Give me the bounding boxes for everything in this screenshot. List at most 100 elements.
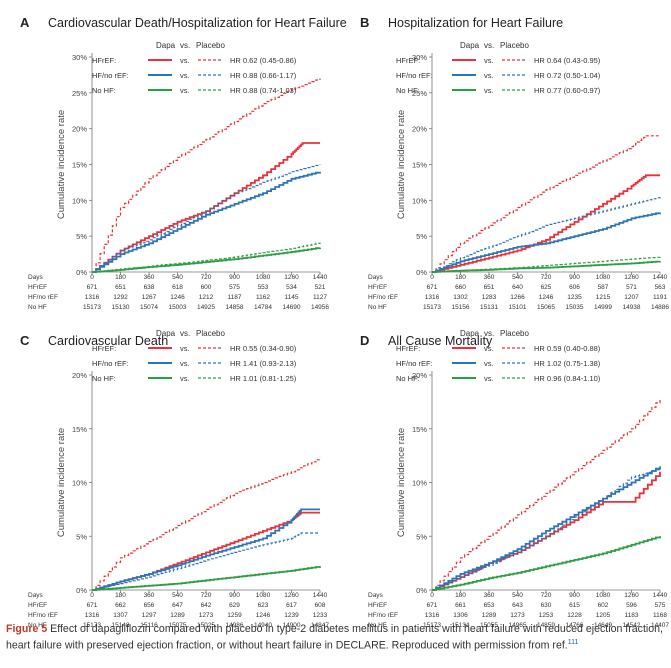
y-tick-label: 5%: [416, 532, 427, 541]
placebo-curve-hfnoref: [432, 196, 661, 273]
dapa-curve-hfnoref: [92, 508, 320, 591]
chart-d: D All Cause Mortality Cumulative incidence…: [360, 329, 669, 629]
risk-table-cell: 15130: [111, 304, 129, 311]
legend-placebo-label: Placebo: [500, 41, 529, 50]
risk-table-cell: 1260: [284, 274, 299, 281]
legend-group-label: HFrEF:: [92, 344, 116, 353]
panel-letter: D: [360, 333, 369, 348]
legend-hr: HR 0.55 (0.34-0.90): [230, 344, 297, 353]
risk-table-cell: 1306: [453, 612, 468, 619]
y-axis-label: Cumulative incidence rate: [56, 110, 67, 219]
chart-a: A Cardiovascular Death/Hospitalization fo…: [20, 15, 347, 311]
legend-dapa-label: Dapa: [460, 329, 480, 338]
y-tick-label: 5%: [76, 532, 87, 541]
risk-table-cell: 15065: [537, 304, 555, 311]
risk-table-cell: 14986: [225, 622, 243, 629]
risk-table-cell: 15116: [140, 622, 158, 629]
risk-table-cell: 15134: [451, 622, 469, 629]
risk-table-cell: 521: [315, 284, 326, 291]
risk-table-cell: 651: [484, 284, 495, 291]
chart-b: B Hospitalization for Heart Failure Cumula…: [360, 15, 669, 311]
y-tick-label: 0%: [76, 268, 87, 277]
panel-letter: A: [20, 15, 30, 30]
risk-table-cell: 1205: [596, 612, 611, 619]
legend-group-label: HF/no rEF:: [92, 71, 129, 80]
risk-table-cell: 540: [172, 592, 183, 599]
risk-table-row-label: Days: [28, 274, 44, 281]
risk-table-cell: 1235: [567, 294, 582, 301]
placebo-curve-nohf: [432, 536, 661, 591]
risk-table-cell: 1239: [284, 612, 299, 619]
placebo-curve-hfnoref: [92, 532, 320, 591]
risk-table-cell: 1440: [313, 274, 328, 281]
dapa-curve-nohf: [432, 260, 661, 273]
dapa-curve-hfnoref: [432, 212, 661, 273]
legend-dapa-label: Dapa: [156, 41, 176, 50]
risk-table-cell: 14940: [254, 622, 272, 629]
panel-b: B Hospitalization for Heart Failure Cumula…: [340, 0, 670, 318]
risk-table-cell: 14649: [594, 622, 612, 629]
legend-vs: vs.: [484, 56, 494, 65]
risk-table-cell: 640: [512, 284, 523, 291]
risk-table-cell: 1253: [539, 612, 554, 619]
risk-table-cell: 15173: [423, 304, 441, 311]
legend-vs: vs.: [484, 344, 494, 353]
legend-hr: HR 0.96 (0.84-1.10): [534, 374, 601, 383]
risk-table-row-label: HF/no rEF: [368, 294, 398, 301]
risk-table-cell: 1212: [199, 294, 214, 301]
risk-table-cell: 660: [455, 284, 466, 291]
risk-table-cell: 642: [201, 602, 212, 609]
dapa-curve-hfref: [92, 511, 320, 591]
legend-hr: HR 0.77 (0.60-0.97): [534, 86, 601, 95]
risk-table-cell: 900: [569, 592, 580, 599]
legend-vs: vs.: [180, 86, 190, 95]
risk-table-cell: 15173: [83, 622, 101, 629]
risk-table-cell: 540: [172, 274, 183, 281]
risk-table-cell: 1187: [228, 294, 242, 301]
panel-a: A Cardiovascular Death/Hospitalization fo…: [0, 0, 347, 318]
legend-group-label: HF/no rEF:: [396, 71, 433, 80]
risk-table-row-label: Days: [368, 274, 384, 281]
risk-table-cell: 1228: [567, 612, 582, 619]
risk-table-cell: 1233: [313, 612, 328, 619]
risk-table-cell: 1260: [624, 592, 639, 599]
risk-table-cell: 15003: [168, 304, 186, 311]
dapa-curve-hfref: [432, 174, 660, 273]
risk-table-row-label: No HF: [368, 622, 387, 629]
risk-table-cell: 1297: [142, 612, 157, 619]
risk-table-cell: 606: [569, 284, 580, 291]
risk-table-cell: 14938: [622, 304, 640, 311]
risk-table-cell: 671: [427, 284, 438, 291]
risk-table-cell: 1127: [313, 294, 327, 301]
panel-d: D All Cause Mortality Cumulative incidence…: [340, 318, 670, 629]
risk-table-cell: 1316: [85, 294, 100, 301]
risk-table-cell: 14407: [651, 622, 669, 629]
risk-table-cell: 180: [115, 274, 126, 281]
risk-table-cell: 534: [286, 284, 297, 291]
legend-placebo-label: Placebo: [196, 41, 225, 50]
risk-table-cell: 14542: [622, 622, 640, 629]
risk-table-cell: 1266: [510, 294, 525, 301]
y-tick-label: 15%: [412, 161, 427, 170]
risk-table-cell: 1283: [482, 294, 497, 301]
legend-placebo-label: Placebo: [196, 329, 225, 338]
risk-table-cell: 651: [115, 284, 126, 291]
risk-table-cell: 623: [258, 602, 269, 609]
panel-letter: B: [360, 15, 369, 30]
y-tick-label: 15%: [412, 425, 427, 434]
risk-table-cell: 900: [229, 274, 240, 281]
y-tick-label: 30%: [412, 53, 427, 62]
risk-table-cell: 1162: [256, 294, 270, 301]
risk-table-cell: 571: [626, 284, 637, 291]
legend-hr: HR 0.72 (0.50-1.04): [534, 71, 601, 80]
placebo-curve-nohf: [92, 242, 321, 273]
legend-hr: HR 0.64 (0.43-0.95): [534, 56, 601, 65]
risk-table-cell: 360: [144, 274, 155, 281]
risk-table-cell: 14859: [537, 622, 555, 629]
risk-table-cell: 587: [598, 284, 609, 291]
y-axis-label: Cumulative incidence rate: [56, 428, 67, 537]
y-tick-label: 5%: [416, 232, 427, 241]
y-tick-label: 20%: [412, 125, 427, 134]
risk-table-cell: 1080: [256, 274, 271, 281]
